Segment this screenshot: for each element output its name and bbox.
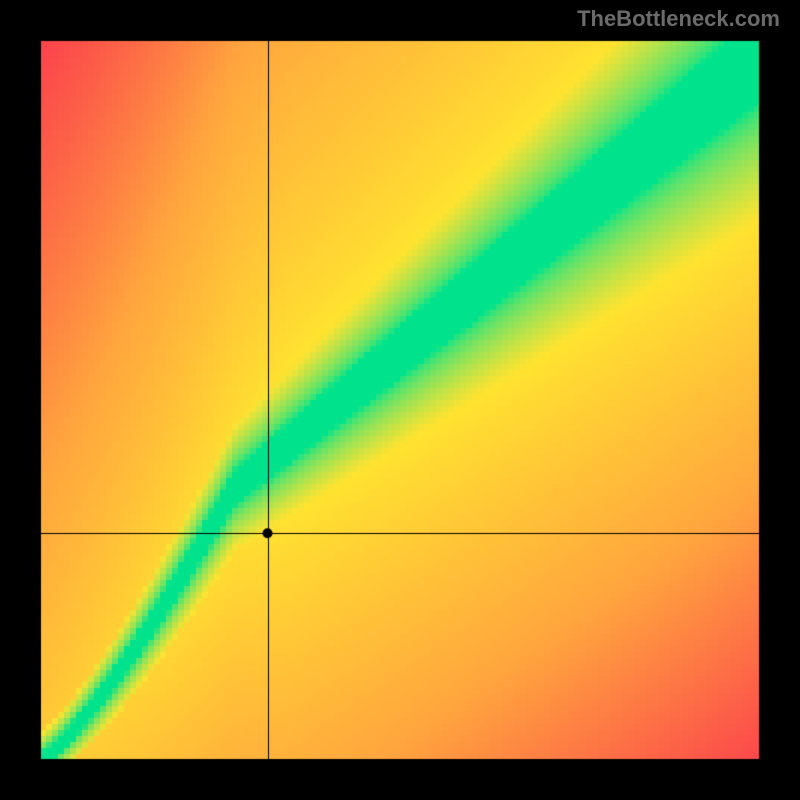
watermark-text: TheBottleneck.com — [577, 6, 780, 32]
chart-container: TheBottleneck.com — [0, 0, 800, 800]
bottleneck-heatmap — [0, 0, 800, 800]
